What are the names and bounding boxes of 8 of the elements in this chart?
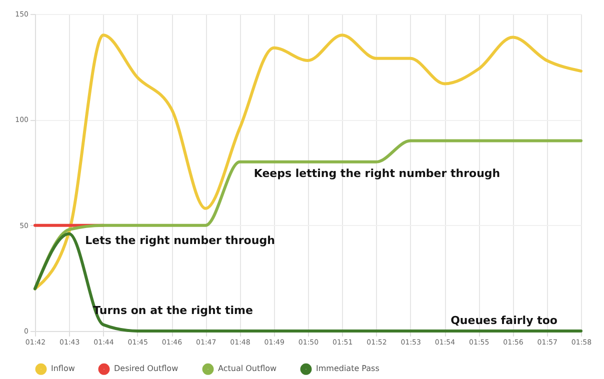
legend-label: Immediate Pass	[316, 364, 380, 374]
annotation: Lets the right number through	[85, 234, 275, 247]
legend-label: Desired Outflow	[114, 364, 179, 374]
line-series	[34, 34, 582, 290]
annotation: Queues fairly too	[450, 314, 558, 327]
legend-label: Inflow	[51, 364, 76, 374]
legend-label: Actual Outflow	[218, 364, 278, 374]
annotation: Keeps letting the right number through	[254, 167, 500, 180]
